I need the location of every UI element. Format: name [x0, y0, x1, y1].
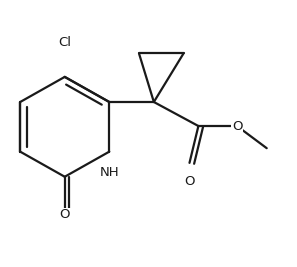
- Text: O: O: [59, 209, 70, 221]
- Text: O: O: [232, 120, 242, 132]
- Text: NH: NH: [99, 166, 119, 179]
- Text: O: O: [184, 175, 195, 187]
- Text: Cl: Cl: [58, 36, 71, 49]
